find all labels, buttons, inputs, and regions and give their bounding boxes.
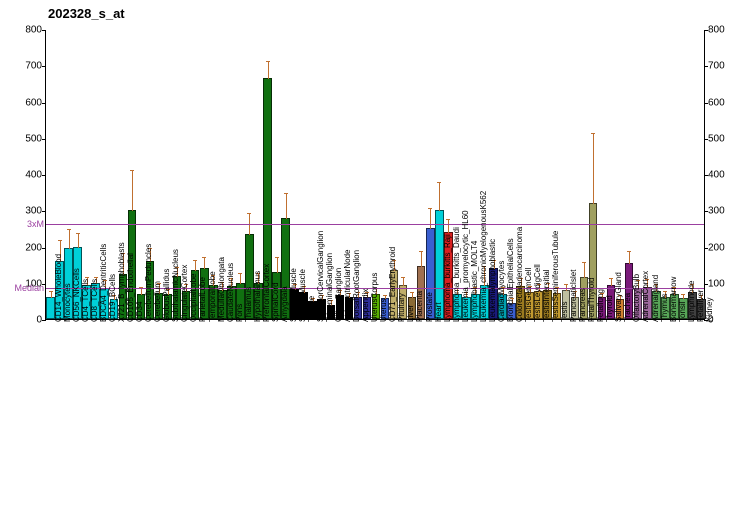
x-label: CardiacMyocytes [497,261,506,322]
y-tick-right: 700 [708,61,725,72]
x-label: Leukemialymphoblastic [488,239,497,322]
x-label: Prostate [425,292,434,322]
x-label: TestisLeydigCell [533,264,542,322]
x-label: Lymphoma_burkitts_Daudi [452,227,461,322]
x-label: Cerebellum [153,281,162,322]
x-label: X721_B_lymphoblasts [117,242,126,322]
x-label: CD14_WholeBlood [54,254,63,322]
chart-container: 202328_s_at 0010010020020030030040040050… [0,0,732,530]
x-label: Testis [560,302,569,322]
x-label: Leukemia_chronicMyelogenousK562 [479,191,488,322]
x-label: Placenta [415,291,424,322]
x-label: CD8_TCells [90,279,99,322]
x-axis-labels: CD14_WholeBloodMonocytesCD56_NKCellsCD4_… [45,322,705,522]
x-label: BDCA4_DentriticCells [99,244,108,322]
x-label: CerebellumPeduncles [144,244,153,322]
x-label: MedullaOblongata [217,257,226,322]
x-label: CD34 [135,302,144,322]
y-tick-left: 500 [25,133,42,144]
x-label: Lymphoma_burkitts_Raji [443,234,452,322]
x-label: FetalThyroid [587,278,596,322]
x-label: TemporalLobe [208,271,217,322]
x-label: Leukemia_promyelocytic_HL60 [461,210,470,322]
y-tick-right: 800 [708,25,725,36]
x-label: GlobusPallidus [162,269,171,322]
x-label: CD56_NKCells [72,268,81,322]
x-label: Thalamus [244,287,253,322]
x-label: TestisGermCell [524,268,533,322]
y-tick-right: 100 [708,278,725,289]
x-label: Colorectaladenocarcinoma [515,227,524,322]
x-label: CD19_BCells [108,274,117,322]
x-label: Kidney [705,298,714,322]
x-label: PrefrontalCortex [262,264,271,322]
x-label: TestisSeminiferousTubule [551,231,560,322]
x-label: DorsalRootGanglion [352,250,361,322]
x-label: TrigeminalGanglion [325,253,334,322]
x-label: Tonsil [678,302,687,322]
y-tick-left: 700 [25,61,42,72]
y-tick-right: 600 [708,97,725,108]
y-tick-left: 600 [25,97,42,108]
x-label: Lymphnode [687,280,696,322]
x-label: Adrenalgland [651,275,660,322]
y-tick-left: 200 [25,242,42,253]
x-label: SalivaryGland [614,272,623,322]
x-label: BronchialEpithelialCells [506,238,515,322]
y-tick-right: 500 [708,133,725,144]
reference-label: 3xM [27,219,44,229]
x-label: UterusCorpus [370,273,379,322]
x-label: Uterus [379,298,388,322]
y-tick-right: 200 [708,242,725,253]
x-label: SuperiorCervicalGanglion [316,231,325,322]
x-label: PancreaticIslet [569,270,578,322]
x-label: CD71_EarlyErythroid [388,247,397,322]
x-label: Bonemarrow [669,277,678,322]
x-label: SmoothMuscle [298,269,307,322]
x-label: Lymphoblastic_MOLT4 [470,241,479,322]
x-label: Thyroid [605,295,614,322]
y-tick-left: 300 [25,206,42,217]
x-label: Appendix [361,289,370,322]
y-tick-left: 800 [25,25,42,36]
x-label: CD105_Endothelial [126,253,135,322]
reference-line [46,224,704,225]
x-label: Pancreas [578,288,587,322]
x-label: Heart [434,302,443,322]
x-label: Thymus [660,294,669,322]
x-label: AtrioventricularNode [343,250,352,322]
x-label: Fetalliver [696,290,705,322]
x-label: Monocytes [63,283,72,322]
x-label: SubthalamicNucleus [171,249,180,322]
y-tick-right: 400 [708,170,725,181]
x-label: Amygdala [280,286,289,322]
x-label: SpinalCord [271,282,280,322]
y-tick-left: 400 [25,170,42,181]
reference-label: Median [14,283,44,293]
x-label: Fetallung [596,289,605,322]
x-label: TestisIntersitial [542,270,551,322]
chart-title: 202328_s_at [48,6,125,21]
x-label: Tongue [307,296,316,322]
x-label: CD4_TCells [81,279,90,322]
x-label: Pons [235,304,244,322]
x-label: SkeletalMuscle [289,268,298,322]
x-label: Hypothalamus [253,271,262,322]
x-label: CiliaryGanglion [334,268,343,322]
y-tick-right: 300 [708,206,725,217]
x-label: AdrenalCortex [641,271,650,322]
x-label: ParietalLobe [198,277,207,322]
x-label: CaudateNucleus [226,263,235,322]
